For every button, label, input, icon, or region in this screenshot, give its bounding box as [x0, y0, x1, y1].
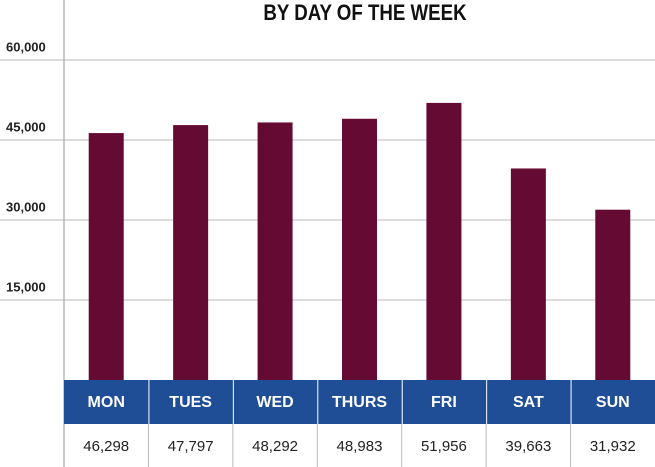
y-tick-label: 45,000	[6, 119, 46, 134]
bar	[173, 125, 209, 380]
category-cell	[233, 380, 318, 424]
x-tick-label: TUES	[169, 394, 212, 411]
bar	[510, 168, 546, 380]
bar	[426, 102, 462, 380]
value-label: 48,292	[252, 438, 298, 455]
value-label: 31,932	[590, 438, 636, 455]
bar	[595, 209, 631, 380]
category-cell	[64, 380, 149, 424]
y-tick-label: 15,000	[6, 279, 46, 294]
value-label: 51,956	[421, 438, 467, 455]
category-cell	[571, 380, 655, 424]
category-cell	[402, 380, 487, 424]
x-tick-label: THURS	[332, 394, 387, 411]
chart-title: BY DAY OF THE WEEK	[263, 1, 466, 25]
bar	[88, 133, 124, 380]
value-label: 39,663	[505, 438, 551, 455]
bar	[257, 122, 293, 381]
bar	[342, 118, 377, 381]
x-tick-label: SUN	[596, 394, 630, 411]
category-cell	[149, 380, 233, 424]
x-tick-label: WED	[256, 394, 293, 411]
y-tick-label: 60,000	[6, 39, 46, 54]
x-tick-label: FRI	[431, 394, 457, 411]
x-tick-label: MON	[88, 394, 125, 411]
category-cell	[318, 380, 402, 424]
y-tick-label: 30,000	[6, 199, 46, 214]
category-cell	[487, 380, 571, 424]
value-label: 46,298	[83, 438, 129, 455]
x-tick-label: SAT	[513, 394, 544, 411]
value-label: 47,797	[168, 438, 214, 455]
value-label: 48,983	[337, 438, 383, 455]
